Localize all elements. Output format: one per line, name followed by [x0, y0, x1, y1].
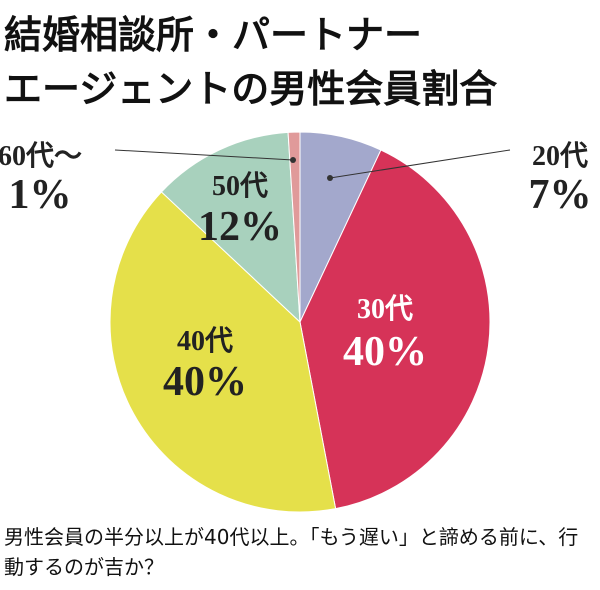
leader-dot	[327, 175, 333, 181]
slice-value-label: 12%	[198, 204, 282, 250]
leader-line	[329, 149, 511, 179]
pie-slice	[160, 131, 301, 324]
pie-slice	[109, 191, 337, 513]
leader-line	[114, 149, 294, 161]
slice-value-label: 1%	[9, 172, 72, 218]
title-line: 結婚相談所・パートナー	[4, 13, 422, 57]
pie-slice	[299, 149, 491, 510]
leader-dot	[290, 157, 296, 163]
title-line: エージェントの男性会員割合	[4, 67, 497, 111]
slice-value-label: 7%	[529, 172, 592, 218]
slice-category: 20代	[532, 140, 588, 172]
slice-category: 50代	[212, 170, 268, 202]
slice-category: 60代〜	[0, 140, 82, 172]
slice-value-label: 40%	[343, 329, 427, 375]
slice-value-label: 40%	[163, 359, 247, 405]
slice-category: 30代	[357, 293, 413, 325]
slice-category: 40代	[177, 325, 233, 357]
caption: 男性会員の半分以上が40代以上。「もう遅い」と諦める前に、行動するのが吉か？	[4, 525, 579, 579]
pie-slice	[287, 131, 301, 323]
chart: 結婚相談所・パートナー エージェントの男性会員割合 20代7%30代40%40代…	[0, 13, 592, 513]
